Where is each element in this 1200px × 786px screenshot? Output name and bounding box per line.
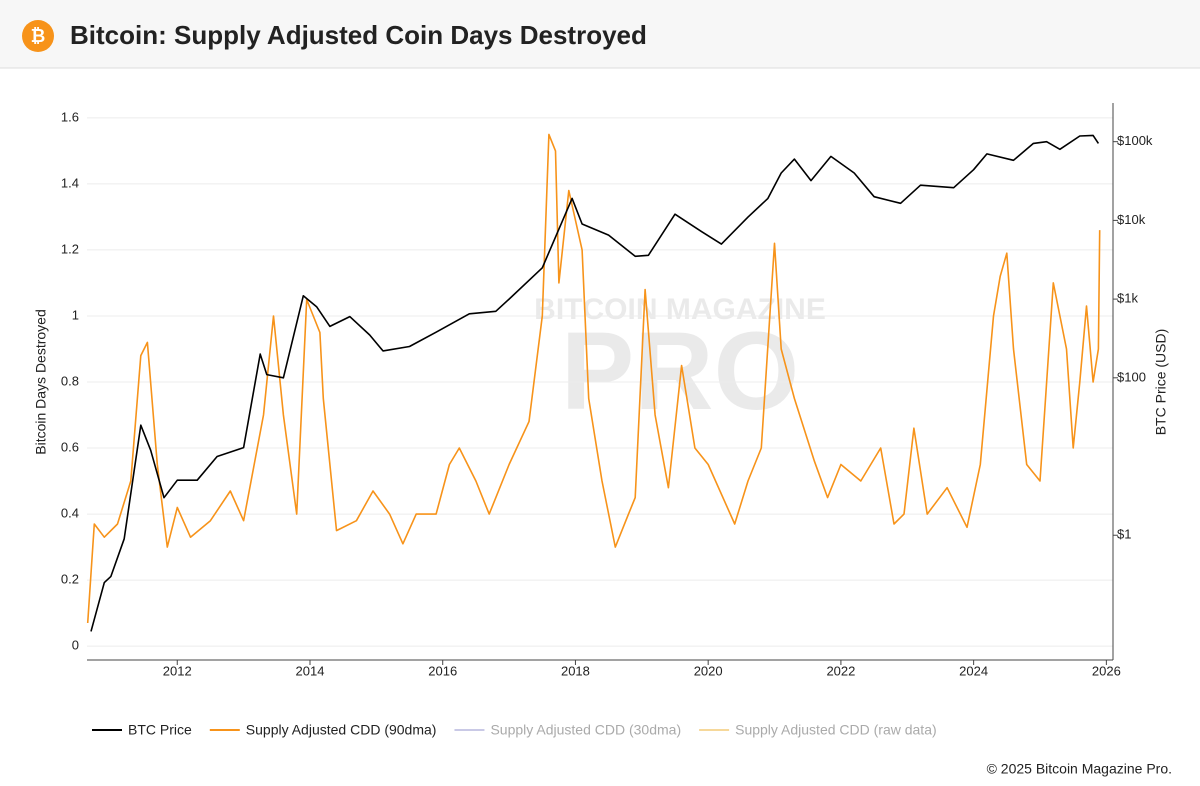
- page-title: Bitcoin: Supply Adjusted Coin Days Destr…: [70, 20, 647, 50]
- series-line: [86, 133, 1101, 624]
- y2-tick-label: $100k: [1117, 133, 1153, 148]
- x-tick-label: 2016: [428, 663, 457, 678]
- y-axis-label: Bitcoin Days Destroyed: [33, 309, 49, 455]
- y-tick-label: 1: [72, 307, 79, 322]
- x-tick-label: 2014: [296, 663, 325, 678]
- header-bar: [0, 0, 1200, 68]
- legend-label: Supply Adjusted CDD (raw data): [735, 722, 937, 738]
- y2-tick-label: $100: [1117, 369, 1146, 384]
- y-tick-label: 1.2: [61, 241, 79, 256]
- x-tick-label: 2022: [826, 663, 855, 678]
- x-tick-label: 2024: [959, 663, 988, 678]
- y2-axis-label: BTC Price (USD): [1153, 329, 1169, 436]
- series-line: [90, 134, 1100, 632]
- legend-label: Supply Adjusted CDD (90dma): [246, 722, 437, 738]
- y-tick-label: 1.4: [61, 175, 79, 190]
- y2-tick-label: $1k: [1117, 291, 1138, 306]
- x-tick-label: 2012: [163, 663, 192, 678]
- watermark-main: PRO: [561, 310, 799, 433]
- y-tick-label: 0.8: [61, 373, 79, 388]
- y-tick-label: 1.6: [61, 109, 79, 124]
- y-tick-label: 0.4: [61, 506, 79, 521]
- y-tick-label: 0.2: [61, 572, 79, 587]
- bitcoin-icon-symbol: ₿: [31, 26, 46, 46]
- copyright: © 2025 Bitcoin Magazine Pro.: [987, 761, 1172, 777]
- bitcoin-icon: [22, 20, 54, 52]
- y-tick-label: 0: [72, 638, 79, 653]
- y-tick-label: 0.6: [61, 439, 79, 454]
- watermark: BITCOIN MAGAZINE PRO: [534, 293, 826, 433]
- y2-tick-label: $1: [1117, 527, 1131, 542]
- x-tick-label: 2026: [1092, 663, 1121, 678]
- y2-tick-label: $10k: [1117, 212, 1146, 227]
- legend-label: Supply Adjusted CDD (30dma): [490, 722, 681, 738]
- x-tick-label: 2020: [694, 663, 723, 678]
- legend-label: BTC Price: [128, 722, 192, 738]
- x-tick-label: 2018: [561, 663, 590, 678]
